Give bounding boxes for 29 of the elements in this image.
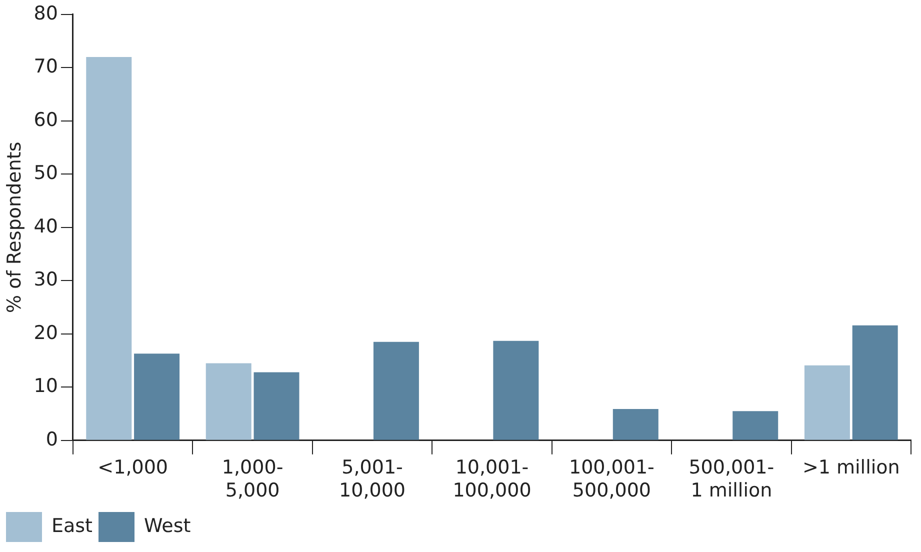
bar	[732, 411, 778, 440]
bar	[612, 408, 658, 440]
x-tick-label: >1 million	[802, 456, 900, 479]
y-tick-label: 20	[34, 322, 58, 344]
y-tick-label: 50	[34, 162, 58, 184]
bar	[134, 354, 180, 440]
bar	[493, 340, 539, 440]
bar	[373, 342, 419, 440]
y-tick-label: 0	[46, 428, 58, 450]
x-tick-label: 10,001- 100,000	[452, 456, 532, 502]
y-tick-label: 60	[34, 108, 58, 131]
legend-label: West	[144, 514, 191, 537]
x-tick-label: 100,001- 500,000	[568, 456, 654, 502]
y-tick-label: 10	[34, 375, 58, 398]
y-axis-title: % of Respondents	[3, 142, 26, 314]
bar	[86, 57, 132, 440]
bar	[254, 372, 300, 440]
y-tick-label: 30	[34, 268, 58, 291]
x-tick-label: 1,000- 5,000	[222, 456, 284, 502]
bar	[852, 325, 898, 440]
bar	[206, 363, 252, 440]
y-tick-label: 70	[34, 56, 58, 78]
legend-label: East	[52, 514, 92, 537]
y-tick-label: 80	[34, 2, 58, 24]
x-tick-label: <1,000	[98, 456, 168, 479]
x-tick-label: 5,001- 10,000	[339, 456, 406, 502]
y-tick-label: 40	[34, 215, 58, 238]
bar	[804, 365, 850, 440]
x-tick-label: 500,001- 1 million	[688, 456, 774, 502]
